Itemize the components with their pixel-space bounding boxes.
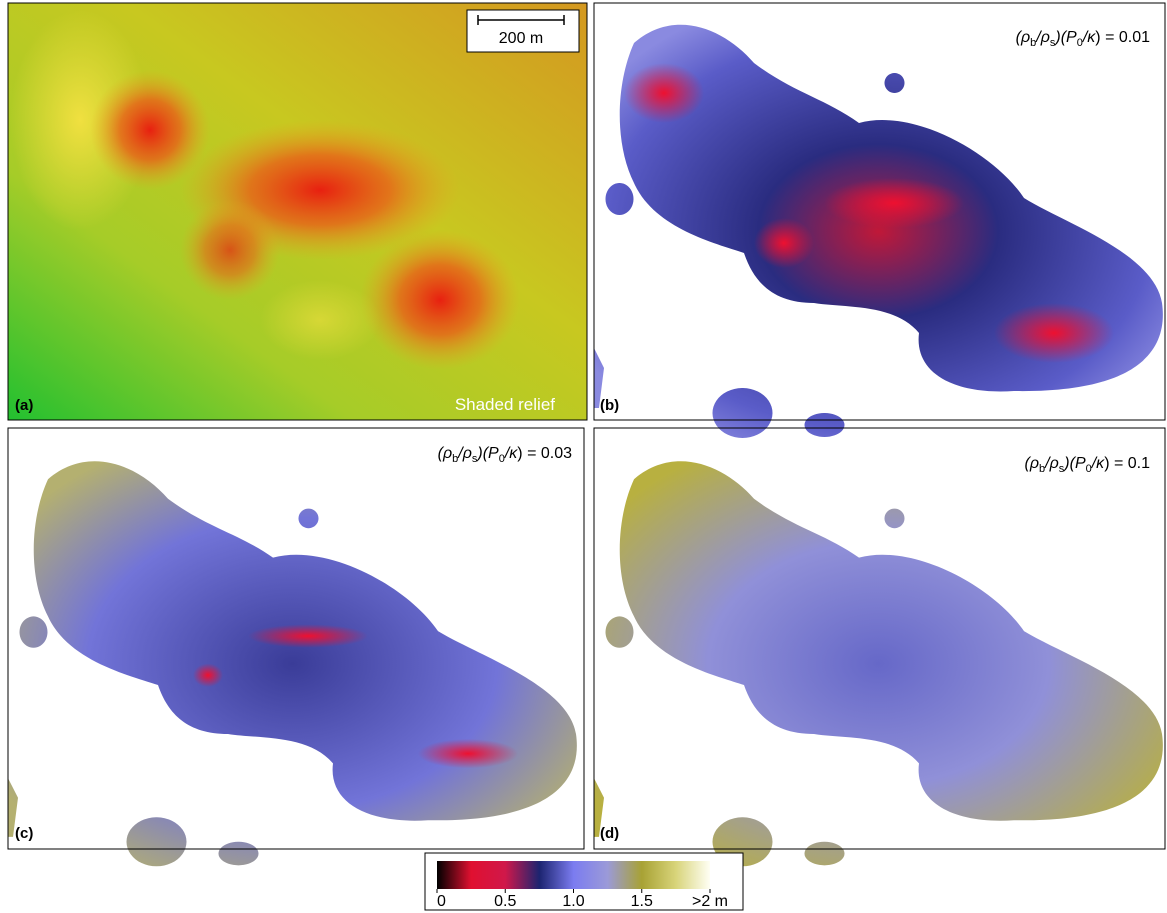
formula-part: ) = (1095, 29, 1119, 46)
panel-label: (b) (600, 397, 619, 414)
parameter-value: 0.03 (541, 445, 572, 462)
formula-part: /κ (1082, 29, 1096, 46)
colorbar-tick-label: 1.5 (631, 893, 653, 910)
map-d (594, 461, 1163, 866)
formula-part: (ρ (1025, 455, 1040, 472)
formula-part: /κ (1091, 455, 1105, 472)
map-c (8, 461, 577, 866)
formula-part: /ρ (1044, 455, 1059, 472)
formula-part: ) = (517, 445, 541, 462)
map-b (594, 25, 1163, 438)
panel-caption: Shaded relief (455, 395, 555, 414)
colorbar (437, 861, 710, 889)
parameter-label: (ρb/ρs)(P0/κ) = 0.01 (1016, 29, 1150, 49)
parameter-value: 0.01 (1119, 29, 1150, 46)
formula-part: )(P (475, 445, 499, 462)
colorbar-tick-label: 0.5 (494, 893, 516, 910)
colorbar-tick-label: 1.0 (562, 893, 584, 910)
panel-label: (c) (15, 825, 33, 842)
panel-label: (d) (600, 825, 619, 842)
relief-map (8, 3, 587, 420)
figure: 200 m (a) Shaded relief (b) (c) (d) 0 0.5… (0, 0, 1167, 913)
parameter-label: (ρb/ρs)(P0/κ) = 0.1 (1025, 455, 1151, 475)
panel-label: (a) (15, 397, 33, 414)
formula-part: )(P (1053, 29, 1077, 46)
formula-part: /κ (504, 445, 518, 462)
formula-part: (ρ (438, 445, 453, 462)
colorbar-tick-label: >2 m (692, 893, 728, 910)
parameter-value: 0.1 (1128, 455, 1150, 472)
colorbar-tick-label: 0 (437, 893, 446, 910)
scale-label: 200 m (499, 30, 543, 47)
parameter-label: (ρb/ρs)(P0/κ) = 0.03 (438, 445, 572, 465)
formula-part: /ρ (1035, 29, 1050, 46)
formula-part: ) = (1104, 455, 1128, 472)
formula-part: (ρ (1016, 29, 1031, 46)
formula-part: /ρ (457, 445, 472, 462)
formula-part: )(P (1062, 455, 1086, 472)
